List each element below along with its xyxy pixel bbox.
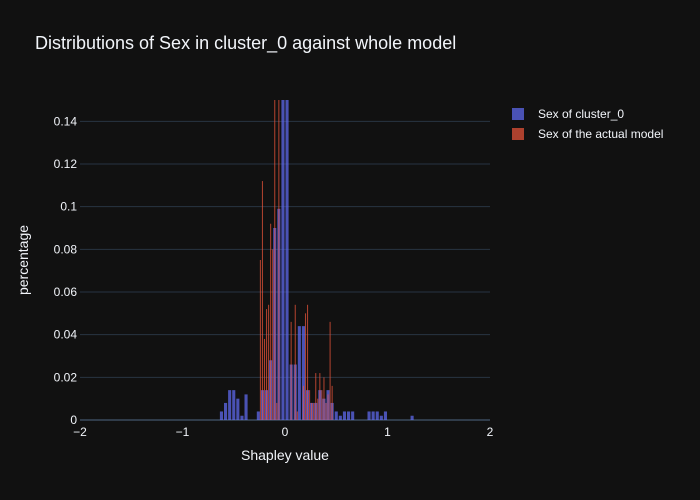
bar-model[interactable] [325,402,327,420]
bar-cluster[interactable] [342,411,346,420]
bar-model[interactable] [331,385,333,420]
y-tick-label: 0.12 [54,157,78,171]
bar-cluster[interactable] [371,411,375,420]
bar-cluster[interactable] [367,411,371,420]
bar-model[interactable] [274,100,276,420]
bar-cluster[interactable] [228,390,232,420]
y-tick-label: 0.02 [54,370,78,384]
bar-model[interactable] [294,304,296,420]
bar-model[interactable] [311,402,313,420]
grid-lines [80,120,490,421]
bar-model[interactable] [304,313,307,420]
bar-model[interactable] [266,309,268,420]
bar-cluster[interactable] [285,100,289,420]
bar-model[interactable] [307,304,309,420]
x-tick-label: 0 [282,425,289,439]
legend-label-model: Sex of the actual model [538,126,664,141]
bar-cluster[interactable] [297,326,301,420]
bar-model[interactable] [261,181,263,420]
legend-item-cluster[interactable]: Sex of cluster_0 [512,104,663,123]
bar-cluster[interactable] [219,411,223,420]
legend-swatch-model [512,127,524,140]
y-axis-ticks: 0 0.02 0.04 0.06 0.08 0.1 0.12 0.14 [54,114,78,427]
bar-model[interactable] [268,304,270,420]
bar-cluster[interactable] [375,411,379,420]
bar-cluster[interactable] [224,402,228,420]
y-tick-label: 0.08 [54,242,78,256]
bars-layer [219,100,414,420]
x-axis-label: Shapley value [241,447,329,463]
bar-model[interactable] [276,402,278,420]
bar-cluster[interactable] [351,411,355,420]
y-tick-label: 0.06 [54,285,78,299]
bar-cluster[interactable] [379,415,383,420]
bar-cluster[interactable] [256,411,260,420]
bar-model[interactable] [270,223,272,420]
bar-cluster[interactable] [244,394,248,420]
x-tick-label: 1 [384,425,391,439]
bar-model[interactable] [315,373,317,420]
legend-label-cluster: Sex of cluster_0 [538,106,625,121]
chart-title: Distributions of Sex in cluster_0 agains… [35,33,457,53]
bar-model[interactable] [323,377,325,420]
bar-model[interactable] [309,390,311,420]
bar-model[interactable] [278,100,280,420]
bar-model[interactable] [259,260,261,420]
bar-cluster[interactable] [236,398,240,420]
bar-cluster[interactable] [240,415,244,420]
y-tick-label: 0.04 [54,328,78,342]
bar-model[interactable] [317,398,319,420]
x-tick-label: −2 [73,425,87,439]
bar-model[interactable] [272,249,274,420]
legend-swatch-cluster [512,107,524,120]
y-tick-label: 0.1 [60,200,77,214]
bar-model[interactable] [302,385,304,420]
bar-cluster[interactable] [301,326,305,420]
bar-cluster[interactable] [383,411,387,420]
bar-cluster[interactable] [338,415,342,420]
bar-model[interactable] [296,411,298,420]
bar-model[interactable] [290,321,292,420]
bar-cluster[interactable] [347,411,351,420]
bar-cluster[interactable] [281,100,285,420]
x-axis-ticks: −2 −1 0 1 2 [73,425,494,439]
bar-model[interactable] [321,390,323,420]
x-tick-label: −1 [176,425,190,439]
bar-model[interactable] [313,402,315,420]
bar-cluster[interactable] [410,415,414,420]
bar-model[interactable] [329,321,331,420]
y-tick-label: 0.14 [54,114,78,128]
bar-model[interactable] [263,338,266,420]
bar-model[interactable] [319,373,321,420]
y-axis-label: percentage [15,225,31,295]
bar-cluster[interactable] [232,390,236,420]
legend: Sex of cluster_0 Sex of the actual model [512,104,663,144]
x-tick-label: 2 [487,425,494,439]
legend-item-model[interactable]: Sex of the actual model [512,124,663,143]
y-tick-label: 0 [70,413,77,427]
bar-model[interactable] [327,394,329,420]
bar-cluster[interactable] [334,411,338,420]
